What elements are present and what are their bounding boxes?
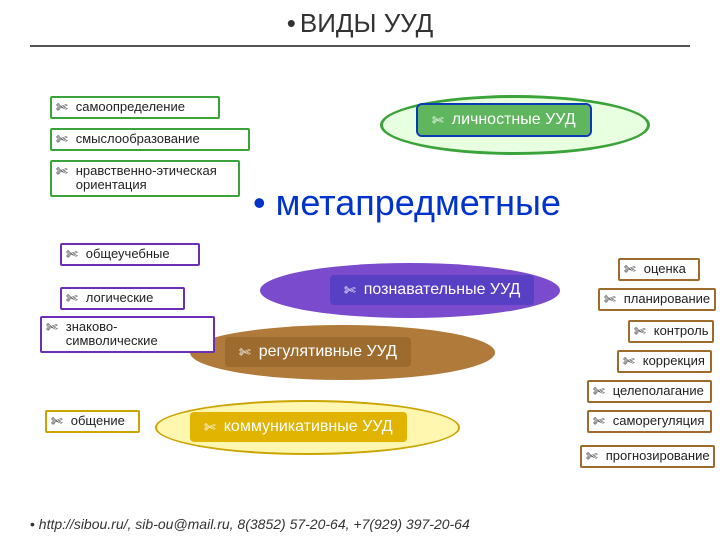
- lichnostnye-chip: личностные УУД: [418, 105, 590, 135]
- regulyativnye-chip: регулятивные УУД: [225, 337, 411, 367]
- page-title: ВИДЫ УУД: [287, 8, 433, 39]
- regulyativnye-sub-item: прогнозирование: [580, 445, 715, 468]
- poznavatelnye-chip: познавательные УУД: [330, 275, 534, 305]
- regulyativnye-sub-item: оценка: [618, 258, 700, 281]
- poznavatelnye-sub-item: знаково-символические: [40, 316, 215, 353]
- poznavatelnye-sub-item: общеучебные: [60, 243, 200, 266]
- regulyativnye-sub-item: планирование: [598, 288, 716, 311]
- regulyativnye-sub-item: контроль: [628, 320, 714, 343]
- kommunikativnye-sub-item: общение: [45, 410, 140, 433]
- poznavatelnye-sub-item: логические: [60, 287, 185, 310]
- regulyativnye-sub-item: целеполагание: [587, 380, 712, 403]
- horizontal-rule: [30, 45, 690, 47]
- lichnostnye-sub-item: смыслообразование: [50, 128, 250, 151]
- regulyativnye-sub-item: саморегуляция: [587, 410, 712, 433]
- lichnostnye-sub-item: самоопределение: [50, 96, 220, 119]
- kommunikativnye-chip: коммуникативные УУД: [190, 412, 407, 442]
- metapredmetnye-label: метапредметные: [253, 182, 561, 224]
- lichnostnye-sub-item: нравственно-этическая ориентация: [50, 160, 240, 197]
- footer-contact: http://sibou.ru/, sib-ou@mail.ru, 8(3852…: [30, 516, 470, 532]
- regulyativnye-sub-item: коррекция: [617, 350, 712, 373]
